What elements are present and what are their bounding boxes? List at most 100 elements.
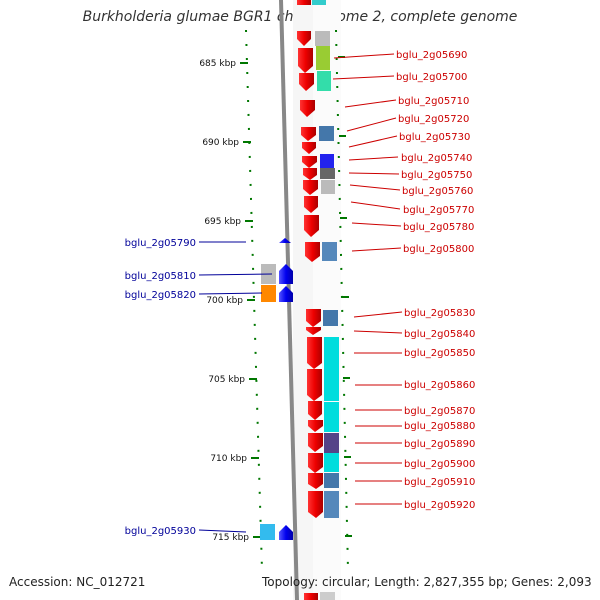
gene-arrow[interactable] <box>302 142 316 154</box>
feature-block <box>324 402 339 432</box>
gene-label[interactable]: bglu_2g05700 <box>396 72 467 83</box>
scale-label: 700 kbp <box>206 296 243 306</box>
gene-arrow[interactable] <box>308 420 323 432</box>
gene-label[interactable]: bglu_2g05890 <box>404 439 475 450</box>
feature-block <box>312 0 326 5</box>
gene-label[interactable]: bglu_2g05770 <box>403 205 474 216</box>
gene-label[interactable]: bglu_2g05800 <box>403 244 474 255</box>
gene-label[interactable]: bglu_2g05860 <box>404 380 475 391</box>
leader-line <box>348 156 399 161</box>
forward-genes <box>297 0 323 600</box>
gene-arrow[interactable] <box>298 48 313 73</box>
feature-block <box>321 180 335 194</box>
leader-line <box>198 292 263 295</box>
leader-line <box>353 330 403 334</box>
gene-arrow[interactable] <box>306 327 321 335</box>
feature-block <box>261 285 276 302</box>
gene-arrow[interactable] <box>279 238 291 243</box>
gene-arrow[interactable] <box>279 286 293 302</box>
leader-line <box>351 247 402 252</box>
gene-label[interactable]: bglu_2g05840 <box>404 329 475 340</box>
gene-arrow[interactable] <box>302 156 317 168</box>
feature-block <box>320 154 334 168</box>
leader-line <box>349 184 401 191</box>
right-leader-lines <box>332 53 403 505</box>
gene-arrow[interactable] <box>279 264 293 284</box>
gene-label[interactable]: bglu_2g05750 <box>401 170 472 181</box>
feature-block <box>316 46 330 70</box>
gene-arrow[interactable] <box>297 31 311 46</box>
gene-arrow[interactable] <box>308 433 323 452</box>
gene-label[interactable]: bglu_2g05900 <box>404 459 475 470</box>
left-leader-lines <box>198 241 273 533</box>
leader-line <box>353 311 403 318</box>
leader-line <box>350 201 401 210</box>
gene-label[interactable]: bglu_2g05740 <box>401 153 472 164</box>
gene-arrow[interactable] <box>308 491 323 518</box>
gene-arrow[interactable] <box>299 73 314 91</box>
gene-label[interactable]: bglu_2g05930 <box>125 526 196 537</box>
leader-line <box>333 53 395 59</box>
genome-summary: Topology: circular; Length: 2,827,355 bp… <box>262 575 592 589</box>
gene-label[interactable]: bglu_2g05710 <box>398 96 469 107</box>
scale-label: 715 kbp <box>212 533 249 543</box>
gene-arrow[interactable] <box>303 180 318 195</box>
gene-label[interactable]: bglu_2g05810 <box>125 271 196 282</box>
gene-arrow[interactable] <box>308 453 323 473</box>
gene-arrow[interactable] <box>308 401 322 420</box>
gene-label[interactable]: bglu_2g05820 <box>125 290 196 301</box>
leader-line <box>348 135 398 148</box>
gene-label[interactable]: bglu_2g05760 <box>402 186 473 197</box>
gene-label[interactable]: bglu_2g05720 <box>398 114 469 125</box>
gene-label[interactable]: bglu_2g05780 <box>403 222 474 233</box>
scale-label: 705 kbp <box>208 375 245 385</box>
gene-arrow[interactable] <box>305 242 320 262</box>
accession-label: Accession: NC_012721 <box>9 575 146 589</box>
gene-arrow[interactable] <box>301 127 316 141</box>
leader-line <box>344 99 397 108</box>
leader-line <box>346 117 397 132</box>
feature-block <box>324 337 339 401</box>
gene-arrow[interactable] <box>279 525 293 540</box>
left-gene-labels: bglu_2g05790 bglu_2g05810 bglu_2g05820 b… <box>125 238 196 537</box>
gene-arrow[interactable] <box>304 215 319 237</box>
leader-line <box>348 172 400 175</box>
feature-block <box>324 473 339 488</box>
gene-label[interactable]: bglu_2g05880 <box>404 421 475 432</box>
gene-label[interactable]: bglu_2g05850 <box>404 348 475 359</box>
right-gene-labels: bglu_2g05690 bglu_2g05700 bglu_2g05710 b… <box>396 50 475 511</box>
gene-label[interactable]: bglu_2g05830 <box>404 308 475 319</box>
gene-label[interactable]: bglu_2g05910 <box>404 477 475 488</box>
gene-arrow[interactable] <box>307 337 322 369</box>
gene-arrow[interactable] <box>307 369 322 401</box>
scale-label: 690 kbp <box>202 138 239 148</box>
feature-block <box>322 242 337 261</box>
gene-label[interactable]: bglu_2g05690 <box>396 50 467 61</box>
feature-block <box>324 433 339 453</box>
feature-block <box>324 491 339 518</box>
gene-label[interactable]: bglu_2g05920 <box>404 500 475 511</box>
gene-label[interactable]: bglu_2g05790 <box>125 238 196 249</box>
gene-arrow[interactable] <box>303 168 317 180</box>
leader-line <box>332 75 395 80</box>
gene-label[interactable]: bglu_2g05730 <box>399 132 470 143</box>
feature-block <box>320 168 335 179</box>
feature-block <box>260 524 275 540</box>
feature-block <box>315 31 330 46</box>
scale-label: 710 kbp <box>210 454 247 464</box>
gene-arrow[interactable] <box>300 100 315 117</box>
gene-arrow[interactable] <box>304 196 318 213</box>
leader-line <box>198 529 247 533</box>
gene-arrow[interactable] <box>297 0 311 5</box>
feature-block <box>320 592 335 600</box>
gene-label[interactable]: bglu_2g05870 <box>404 406 475 417</box>
feature-block <box>319 126 334 141</box>
feature-block <box>324 453 339 472</box>
gene-arrow[interactable] <box>308 473 323 489</box>
gene-arrow[interactable] <box>306 309 321 327</box>
scale-label: 685 kbp <box>199 59 236 69</box>
leader-line <box>198 273 273 276</box>
gene-arrow[interactable] <box>304 593 318 600</box>
